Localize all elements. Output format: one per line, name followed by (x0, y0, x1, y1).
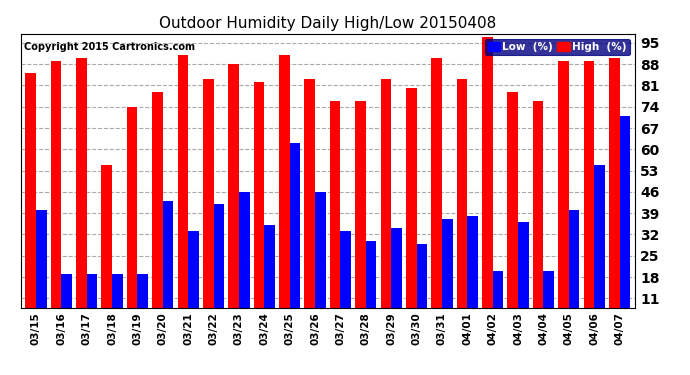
Bar (50, 61, 61, 332)
Bar (507, 92, 518, 332)
Bar (76, 58, 87, 332)
Bar (239, 192, 250, 332)
Bar (290, 143, 300, 332)
Bar (127, 107, 137, 332)
Bar (620, 116, 630, 332)
Bar (355, 100, 366, 332)
Bar (26, 73, 36, 332)
Bar (380, 80, 391, 332)
Bar (177, 55, 188, 332)
Bar (406, 88, 417, 332)
Bar (558, 61, 569, 332)
Bar (264, 225, 275, 332)
Bar (467, 216, 478, 332)
Bar (609, 58, 620, 332)
Bar (431, 58, 442, 332)
Bar (203, 80, 214, 332)
Bar (391, 228, 402, 332)
Bar (152, 92, 163, 332)
Bar (518, 222, 529, 332)
Bar (214, 204, 224, 332)
Bar (417, 244, 427, 332)
Bar (61, 274, 72, 332)
Bar (482, 37, 493, 332)
Bar (254, 82, 264, 332)
Bar (36, 210, 47, 332)
Bar (315, 192, 326, 332)
Bar (330, 100, 340, 332)
Bar (340, 231, 351, 332)
Bar (137, 274, 148, 332)
Bar (87, 274, 97, 332)
Bar (457, 80, 467, 332)
Bar (569, 210, 580, 332)
Bar (594, 165, 605, 332)
Bar (493, 271, 503, 332)
Title: Outdoor Humidity Daily High/Low 20150408: Outdoor Humidity Daily High/Low 20150408 (159, 16, 496, 31)
Bar (163, 201, 173, 332)
Bar (228, 64, 239, 332)
Bar (279, 55, 290, 332)
Bar (112, 274, 123, 332)
Bar (544, 271, 554, 332)
Bar (304, 80, 315, 332)
Bar (366, 241, 377, 332)
Legend: Low  (%), High  (%): Low (%), High (%) (485, 39, 629, 56)
Bar (533, 100, 544, 332)
Bar (442, 219, 453, 332)
Text: Copyright 2015 Cartronics.com: Copyright 2015 Cartronics.com (23, 42, 195, 52)
Bar (188, 231, 199, 332)
Bar (101, 165, 112, 332)
Bar (584, 61, 594, 332)
